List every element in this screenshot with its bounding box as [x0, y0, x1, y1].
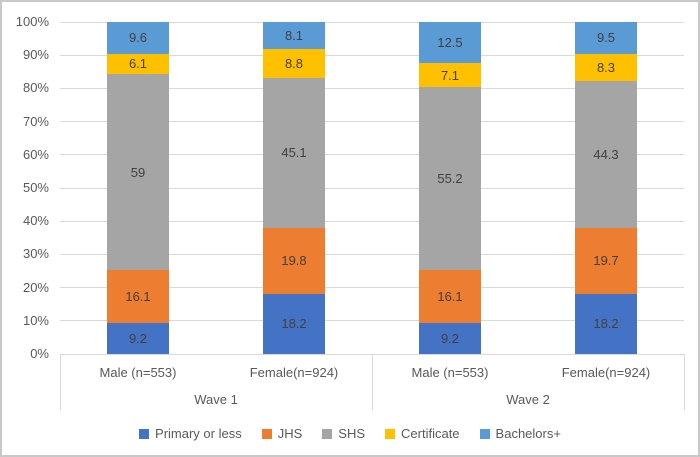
y-tick-label: 30%: [22, 246, 49, 262]
legend-label: Bachelors+: [495, 426, 561, 441]
bar-segment-bachelors-: 9.6: [107, 22, 169, 54]
legend-item-certificate: Certificate: [385, 426, 460, 441]
bar-segment-primary-or-less: 9.2: [107, 323, 169, 354]
bar-segment-primary-or-less: 18.2: [575, 293, 637, 354]
legend: Primary or less JHS SHS Certificate Bachelor…: [2, 426, 698, 441]
data-label: 19.7: [593, 253, 619, 269]
y-tick-label: 90%: [22, 47, 49, 63]
gridline: [60, 21, 684, 23]
gridline: [60, 87, 684, 89]
data-label: 45.1: [281, 145, 307, 161]
bar-segment-certificate: 8.8: [263, 48, 325, 79]
legend-swatch-icon: [322, 428, 333, 439]
gridline: [60, 287, 684, 289]
legend-item-jhs: JHS: [261, 426, 303, 441]
data-label: 44.3: [593, 147, 619, 163]
data-label: 16.1: [437, 289, 463, 305]
data-label: 9.6: [128, 30, 148, 46]
group-divider: [683, 354, 685, 410]
category-label: Male (n=553): [99, 365, 177, 380]
gridline: [60, 121, 684, 123]
data-label: 7.1: [440, 67, 460, 83]
bar-segment-shs: 55.2: [419, 87, 481, 271]
legend-label: SHS: [338, 426, 366, 441]
gridline: [60, 187, 684, 189]
legend-label: JHS: [277, 426, 303, 441]
bar-segment-jhs: 16.1: [419, 270, 481, 324]
y-tick-label: 40%: [22, 213, 49, 229]
y-tick-label: 70%: [22, 113, 49, 129]
gridline: [60, 154, 684, 156]
group-divider: [59, 354, 61, 410]
y-tick-label: 60%: [22, 146, 49, 162]
gridline: [60, 54, 684, 56]
y-tick-label: 0%: [30, 346, 49, 361]
bar-segment-shs: 44.3: [575, 81, 637, 229]
y-tick-label: 10%: [22, 312, 49, 328]
bar-segment-primary-or-less: 9.2: [419, 323, 481, 354]
y-tick-label: 50%: [22, 180, 49, 195]
bar-segment-bachelors-: 12.5: [419, 22, 481, 64]
data-label: 16.1: [125, 289, 151, 305]
data-label: 8.8: [284, 55, 304, 71]
data-label: 18.2: [281, 316, 307, 332]
category-label: Female(n=924): [561, 365, 651, 380]
data-label: 12.5: [437, 35, 463, 51]
bar-segment-bachelors-: 8.1: [263, 22, 325, 49]
legend-item-primary-or-less: Primary or less: [139, 426, 242, 441]
data-label: 9.2: [440, 331, 460, 347]
bar-segment-jhs: 19.7: [575, 228, 637, 294]
bar-segment-shs: 45.1: [263, 78, 325, 228]
category-label: Male (n=553): [411, 365, 489, 380]
y-tick-label: 20%: [22, 279, 49, 295]
category-label: Female(n=924): [249, 365, 339, 380]
data-label: 6.1: [128, 56, 148, 72]
data-label: 9.5: [596, 30, 616, 46]
gridline: [60, 253, 684, 255]
legend-swatch-icon: [261, 428, 272, 439]
data-label: 18.2: [593, 316, 619, 332]
y-tick-label: 80%: [22, 80, 49, 96]
group-label: Wave 2: [506, 392, 550, 407]
data-label: 8.3: [596, 59, 616, 75]
legend-swatch-icon: [139, 428, 150, 439]
data-label: 8.1: [284, 27, 304, 43]
bar-segment-certificate: 8.3: [575, 53, 637, 82]
y-tick-label: 100%: [15, 14, 49, 29]
legend-label: Certificate: [401, 426, 460, 441]
bar-segment-certificate: 6.1: [107, 53, 169, 75]
data-label: 59: [130, 164, 146, 180]
legend-item-shs: SHS: [322, 426, 365, 441]
bar-segment-bachelors-: 9.5: [575, 22, 637, 54]
bar-segment-shs: 59: [107, 74, 169, 270]
data-label: 9.2: [128, 331, 148, 347]
gridline: [60, 320, 684, 322]
legend-swatch-icon: [479, 428, 490, 439]
group-label: Wave 1: [194, 392, 238, 407]
group-divider: [371, 354, 373, 410]
gridline: [60, 220, 684, 222]
bar-segment-certificate: 7.1: [419, 63, 481, 87]
bar-segment-primary-or-less: 18.2: [263, 293, 325, 354]
legend-label: Primary or less: [155, 426, 242, 441]
legend-swatch-icon: [385, 428, 396, 439]
legend-item-bachelors-: Bachelors+: [479, 426, 561, 441]
bar-segment-jhs: 16.1: [107, 270, 169, 324]
data-label: 19.8: [281, 253, 307, 269]
bar-segment-jhs: 19.8: [263, 227, 325, 294]
data-label: 55.2: [437, 171, 463, 187]
